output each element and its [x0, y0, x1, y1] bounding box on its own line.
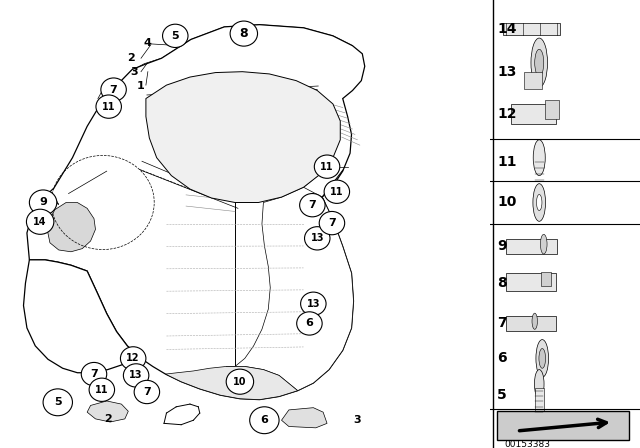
Circle shape: [43, 389, 72, 416]
Circle shape: [539, 349, 545, 368]
Circle shape: [297, 312, 322, 335]
Text: 13: 13: [307, 299, 320, 309]
Bar: [511, 104, 556, 124]
Circle shape: [324, 180, 349, 203]
Polygon shape: [71, 25, 353, 254]
Circle shape: [533, 140, 545, 176]
Text: 1: 1: [137, 81, 145, 91]
Circle shape: [226, 369, 253, 394]
Text: 7: 7: [109, 85, 118, 95]
Circle shape: [29, 190, 57, 215]
Circle shape: [535, 49, 544, 76]
Text: 9: 9: [39, 198, 47, 207]
Text: 7: 7: [497, 316, 507, 331]
Text: 6: 6: [305, 319, 314, 328]
Circle shape: [230, 21, 257, 46]
Polygon shape: [166, 366, 298, 400]
Text: 3: 3: [131, 67, 138, 77]
Text: 10: 10: [233, 377, 246, 387]
Circle shape: [26, 209, 54, 234]
Bar: [497, 411, 630, 440]
Text: 5: 5: [54, 397, 61, 407]
Circle shape: [534, 370, 544, 398]
Text: 8: 8: [497, 276, 507, 290]
Text: 11: 11: [102, 102, 115, 112]
Circle shape: [305, 227, 330, 250]
Text: 14: 14: [33, 217, 47, 227]
Circle shape: [531, 38, 547, 87]
Polygon shape: [146, 72, 340, 202]
Circle shape: [96, 95, 122, 118]
Text: 2: 2: [127, 53, 135, 63]
Polygon shape: [87, 401, 128, 422]
Text: 5: 5: [497, 388, 507, 402]
Circle shape: [532, 313, 538, 329]
Circle shape: [314, 155, 340, 178]
Bar: [524, 72, 542, 89]
Bar: [506, 238, 557, 254]
Text: 12: 12: [497, 107, 516, 121]
Bar: [503, 23, 560, 35]
Text: 7: 7: [308, 200, 316, 210]
Text: 7: 7: [143, 387, 151, 397]
Text: 13: 13: [497, 65, 516, 79]
Circle shape: [163, 24, 188, 47]
Circle shape: [533, 184, 545, 221]
Circle shape: [540, 234, 547, 254]
Polygon shape: [47, 202, 95, 252]
Polygon shape: [282, 408, 327, 428]
Text: 7: 7: [90, 369, 98, 379]
Text: 8: 8: [239, 27, 248, 40]
Text: 12: 12: [127, 353, 140, 363]
Text: 14: 14: [497, 22, 516, 36]
Circle shape: [134, 380, 159, 404]
Circle shape: [319, 211, 345, 235]
Circle shape: [81, 362, 107, 386]
Circle shape: [300, 194, 325, 217]
Text: 11: 11: [497, 155, 516, 169]
Text: 11: 11: [330, 187, 344, 197]
Text: 13: 13: [310, 233, 324, 243]
Polygon shape: [24, 260, 141, 373]
Bar: [506, 273, 556, 291]
Circle shape: [101, 78, 126, 101]
Bar: [506, 315, 556, 332]
Circle shape: [89, 378, 115, 401]
Text: 2: 2: [104, 414, 111, 424]
Circle shape: [250, 407, 279, 434]
Bar: [535, 388, 544, 413]
Text: 11: 11: [95, 385, 109, 395]
Text: 00153383: 00153383: [505, 440, 550, 448]
Bar: [541, 271, 551, 287]
Text: 4: 4: [144, 38, 152, 48]
Text: 13: 13: [129, 370, 143, 380]
Polygon shape: [27, 25, 365, 400]
Text: 6: 6: [497, 351, 507, 366]
Text: 6: 6: [260, 415, 268, 425]
Polygon shape: [226, 187, 353, 391]
Circle shape: [301, 292, 326, 315]
Circle shape: [536, 340, 548, 377]
Bar: [545, 100, 559, 119]
Text: 10: 10: [497, 195, 516, 210]
Text: 7: 7: [328, 218, 336, 228]
Text: 9: 9: [497, 239, 507, 254]
Circle shape: [124, 364, 149, 387]
Text: 11: 11: [320, 162, 334, 172]
Text: 5: 5: [172, 31, 179, 41]
Circle shape: [120, 347, 146, 370]
Text: 3: 3: [353, 415, 361, 425]
Circle shape: [536, 194, 542, 211]
